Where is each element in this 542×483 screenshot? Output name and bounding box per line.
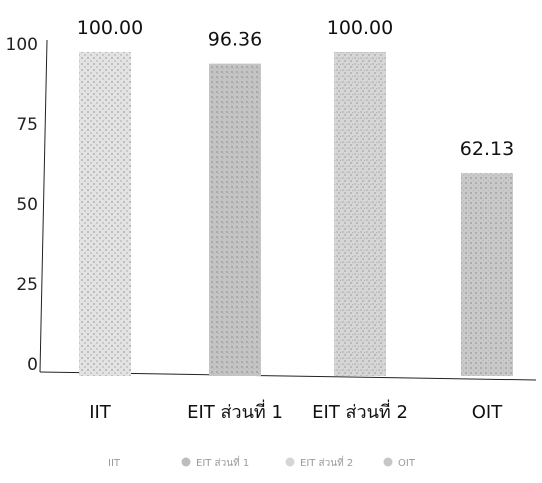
y-axis-line (39, 39, 48, 373)
legend-swatch (181, 457, 191, 467)
legend-label: EIT ส่วนที่ 2 (300, 455, 353, 469)
x-tick-label: EIT ส่วนที่ 1 (187, 399, 283, 423)
legend-swatch (383, 457, 393, 467)
bar (461, 173, 513, 376)
y-tick-label: 0 (27, 355, 38, 375)
x-tick-label: OIT (472, 402, 503, 423)
bar (209, 63, 261, 376)
bar-value-label: 100.00 (327, 17, 393, 39)
value-labels: 100.00 96.36 100.00 62.13 (77, 17, 514, 160)
legend-swatch (285, 457, 295, 467)
y-tick-label: 75 (16, 115, 38, 135)
bars (79, 52, 513, 376)
y-tick-label: 25 (16, 275, 38, 295)
bar-value-label: 96.36 (208, 29, 262, 51)
legend-label: OIT (398, 458, 416, 469)
bar (334, 52, 386, 376)
legend-label: IIT (108, 458, 121, 469)
x-tick-label: IIT (89, 402, 112, 423)
legend: IIT EIT ส่วนที่ 1 EIT ส่วนที่ 2 OIT (108, 455, 416, 469)
x-axis-tick-labels: IIT EIT ส่วนที่ 1 EIT ส่วนที่ 2 OIT (89, 399, 503, 423)
bar (79, 52, 131, 376)
y-tick-label: 50 (16, 195, 38, 215)
bar-value-label: 100.00 (77, 17, 143, 39)
y-tick-label: 100 (6, 35, 38, 55)
y-axis-ticks: 0 25 50 75 100 (6, 35, 38, 375)
x-tick-label: EIT ส่วนที่ 2 (312, 399, 408, 423)
legend-label: EIT ส่วนที่ 1 (196, 455, 249, 469)
bar-value-label: 62.13 (460, 138, 514, 160)
